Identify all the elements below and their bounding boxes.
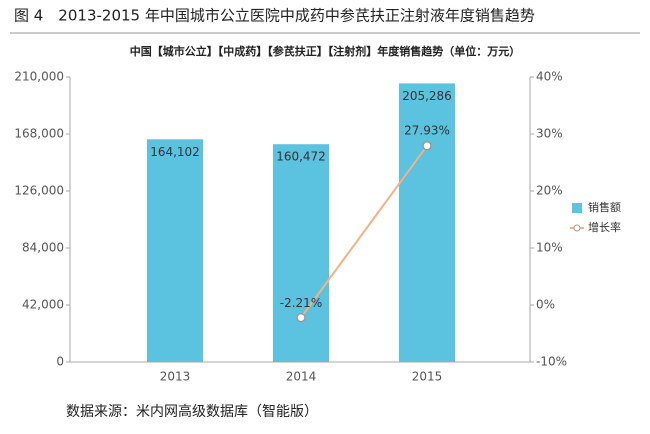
legend-label: 销售额 bbox=[588, 200, 621, 214]
legend-swatch bbox=[572, 203, 582, 213]
chart-title: 中国【城市公立】【中成药】【参芪扶正】【注射剂】年度销售趋势（单位：万元） bbox=[130, 44, 521, 58]
y2-tick-label: 10% bbox=[536, 241, 563, 255]
line-marker bbox=[422, 141, 432, 151]
y2-tick-label: 0% bbox=[536, 298, 555, 312]
y-tick-label: 168,000 bbox=[14, 127, 64, 141]
y-tick-label: 42,000 bbox=[22, 298, 64, 312]
bar bbox=[147, 139, 203, 362]
y2-tick-label: 20% bbox=[536, 184, 563, 198]
source: 数据来源：米内网高级数据库（智能版） bbox=[66, 403, 318, 420]
y2-tick-label: 30% bbox=[536, 127, 563, 141]
bar bbox=[399, 83, 455, 362]
x-tick-label: 2015 bbox=[412, 370, 443, 384]
legend-marker bbox=[573, 224, 581, 232]
y2-tick-label: 40% bbox=[536, 70, 563, 84]
x-tick-label: 2014 bbox=[286, 370, 317, 384]
line-value-label: 27.93% bbox=[404, 123, 450, 137]
bar bbox=[273, 144, 329, 362]
y-tick-label: 0 bbox=[56, 355, 64, 369]
y2-tick-label: -10% bbox=[536, 355, 567, 369]
bar-value-label: 160,472 bbox=[276, 150, 326, 164]
figure-caption: 图 4 2013-2015 年中国城市公立医院中成药中参芪扶正注射液年度销售趋势 bbox=[14, 7, 535, 25]
y-tick-label: 126,000 bbox=[14, 184, 64, 198]
line-marker bbox=[296, 312, 306, 323]
legend-label: 增长率 bbox=[588, 220, 621, 234]
y-tick-label: 210,000 bbox=[14, 70, 64, 84]
y-tick-label: 84,000 bbox=[22, 241, 64, 255]
line-value-label: -2.21% bbox=[280, 296, 322, 310]
x-tick-label: 2013 bbox=[160, 370, 191, 384]
bar-value-label: 205,286 bbox=[402, 89, 452, 103]
line bbox=[300, 145, 428, 319]
bar-value-label: 164,102 bbox=[150, 145, 200, 159]
